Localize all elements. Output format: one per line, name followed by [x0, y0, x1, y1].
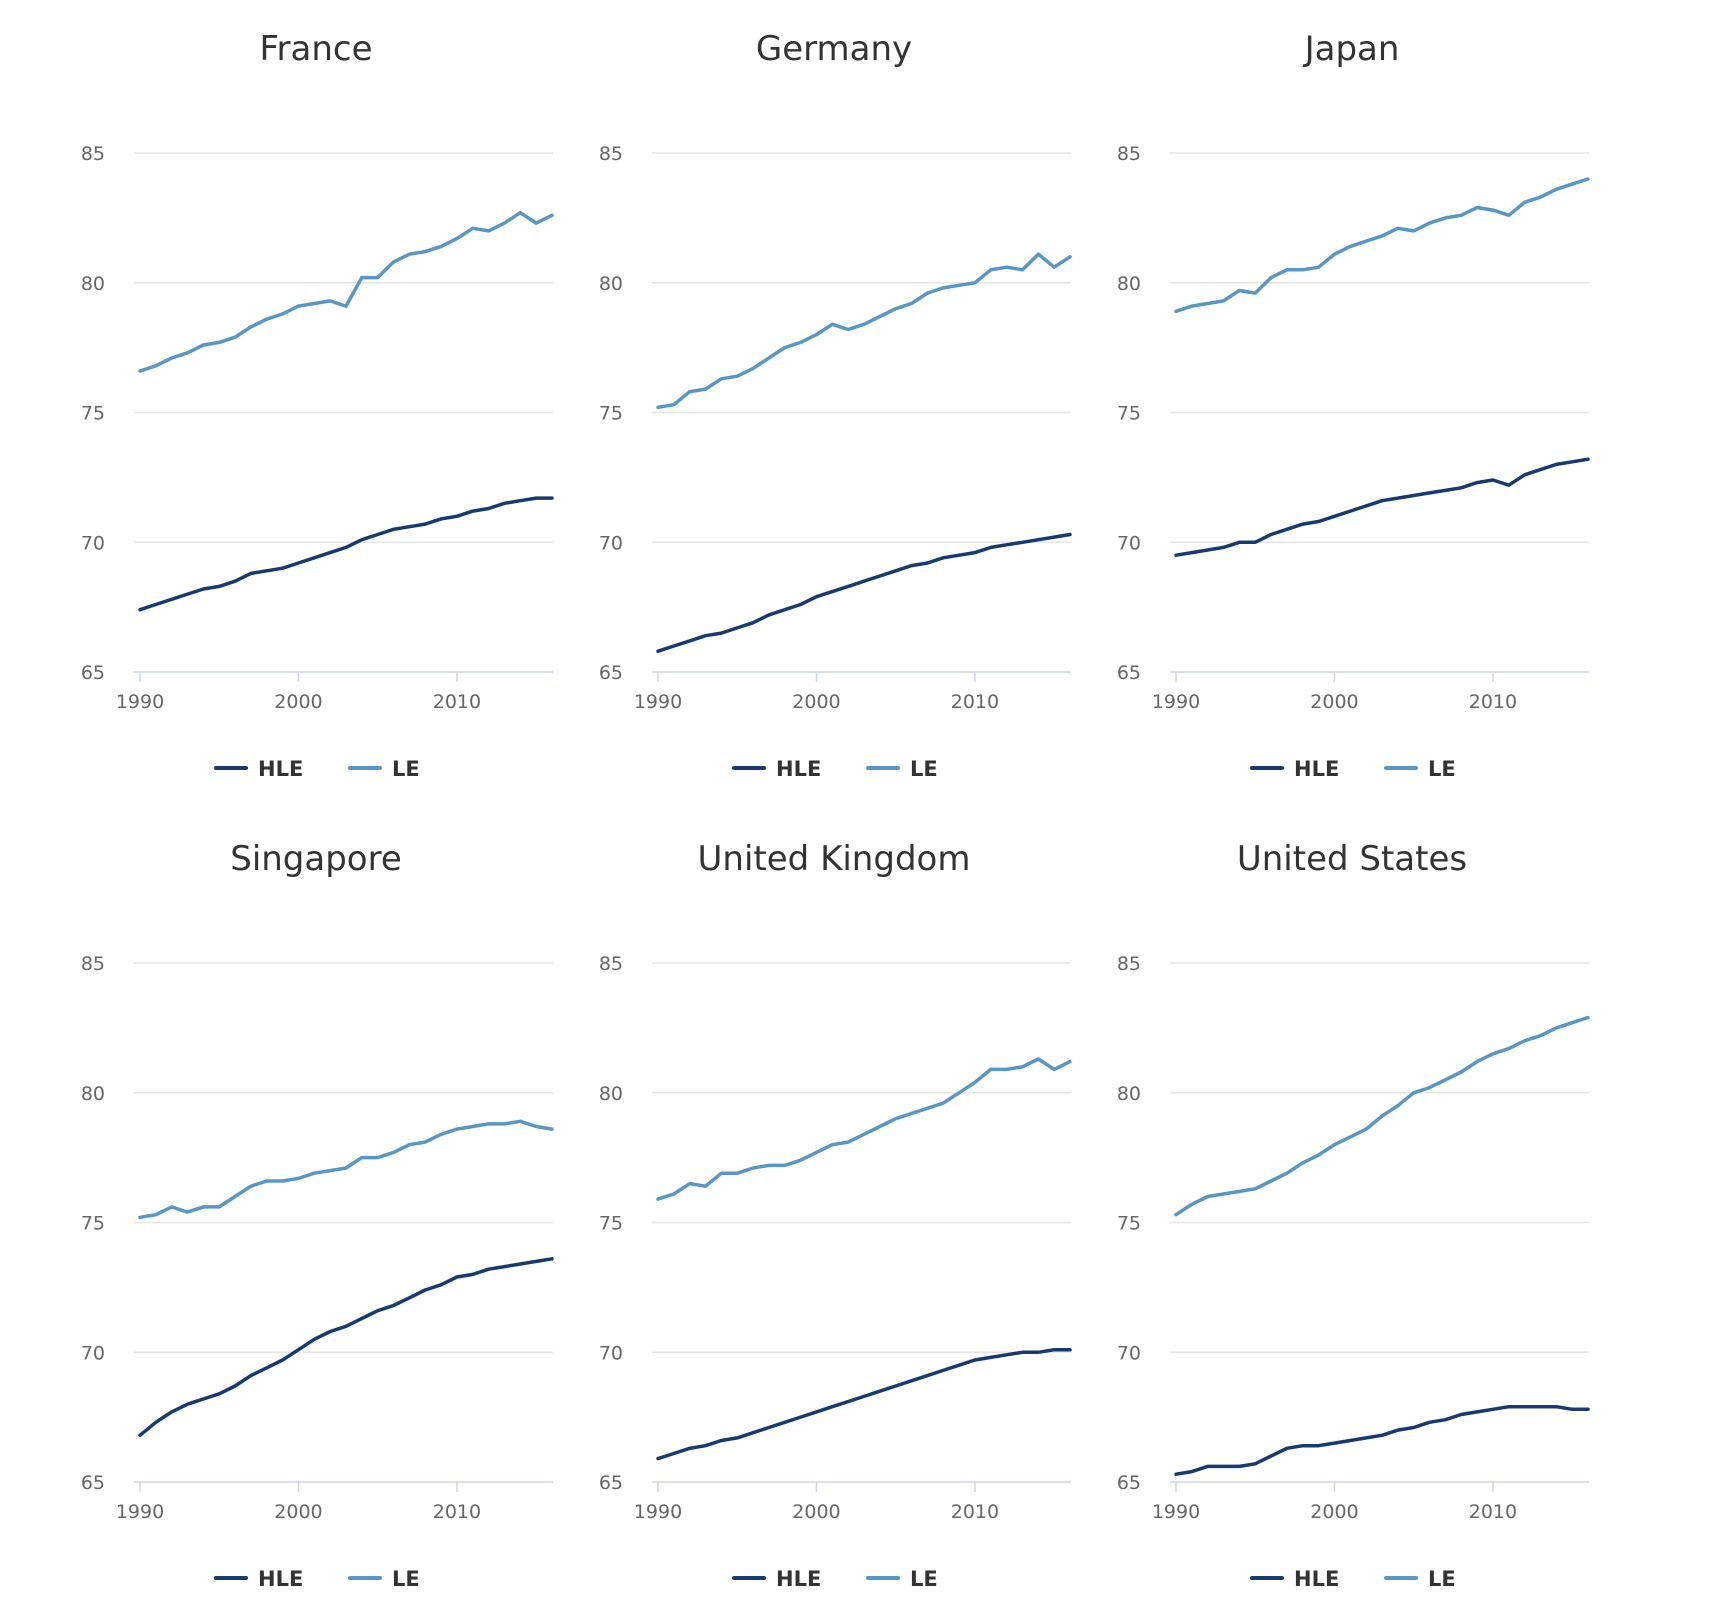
chart-panel-united-states: United States 65 70 75 80 85 1990 2000 2010 HLE LE — [1117, 839, 1590, 1591]
y-tick-label: 80 — [81, 1083, 105, 1105]
chart-panel-singapore: Singapore 65 70 75 80 85 1990 2000 2010 HLE LE — [81, 839, 554, 1591]
y-tick-label: 70 — [1117, 532, 1141, 554]
legend-label: LE — [910, 757, 938, 781]
series-line-le — [1174, 177, 1590, 314]
legend-item-le[interactable]: LE — [348, 1567, 420, 1591]
series-line-hle — [656, 1347, 1072, 1461]
legend-item-hle[interactable]: HLE — [214, 1567, 303, 1591]
chart-title: Germany — [756, 29, 912, 69]
chart-title: France — [259, 29, 372, 69]
legend-label: HLE — [776, 757, 821, 781]
legend-item-le[interactable]: LE — [866, 757, 938, 781]
legend-label: LE — [1428, 757, 1456, 781]
legend-item-hle[interactable]: HLE — [1250, 1567, 1339, 1591]
y-tick-label: 65 — [1117, 662, 1141, 684]
legend-item-le[interactable]: LE — [348, 757, 420, 781]
x-tick-label: 2000 — [274, 691, 322, 713]
chart-title: Singapore — [230, 839, 402, 879]
chart-panel-united-kingdom: United Kingdom 65 70 75 80 85 1990 2000 2010 HLE L… — [599, 839, 1072, 1591]
legend-label: HLE — [1294, 757, 1339, 781]
x-tick-label: 2000 — [792, 691, 840, 713]
legend-label: LE — [392, 757, 420, 781]
chart-panel-germany: Germany 65 70 75 80 85 1990 2000 2010 HLE LE — [599, 29, 1072, 781]
y-tick-label: 85 — [599, 143, 623, 165]
chart-title: Japan — [1303, 29, 1400, 69]
y-tick-label: 80 — [81, 273, 105, 295]
x-tick-label: 2010 — [433, 1501, 481, 1523]
x-tick-label: 2010 — [1469, 691, 1517, 713]
y-tick-label: 80 — [599, 273, 623, 295]
legend-label: HLE — [1294, 1567, 1339, 1591]
chart-title: United States — [1237, 839, 1467, 879]
series-line-le — [138, 1119, 554, 1220]
y-tick-label: 80 — [1117, 1083, 1141, 1105]
series-line-le — [138, 210, 554, 373]
y-tick-label: 85 — [81, 143, 105, 165]
y-tick-label: 80 — [599, 1083, 623, 1105]
legend-label: LE — [910, 1567, 938, 1591]
y-tick-label: 65 — [599, 1472, 623, 1494]
legend-label: LE — [392, 1567, 420, 1591]
x-tick-label: 2010 — [951, 691, 999, 713]
legend-item-le[interactable]: LE — [1384, 1567, 1456, 1591]
chart-title: United Kingdom — [698, 839, 971, 879]
x-tick-label: 2000 — [792, 1501, 840, 1523]
x-tick-label: 1990 — [1152, 1501, 1200, 1523]
y-tick-label: 75 — [1117, 1213, 1141, 1235]
y-tick-label: 85 — [1117, 143, 1141, 165]
legend-label: LE — [1428, 1567, 1456, 1591]
legend-item-le[interactable]: LE — [866, 1567, 938, 1591]
x-tick-label: 2010 — [433, 691, 481, 713]
y-tick-label: 75 — [599, 1213, 623, 1235]
legend-item-hle[interactable]: HLE — [214, 757, 303, 781]
series-line-hle — [1174, 457, 1590, 557]
x-tick-label: 2010 — [951, 1501, 999, 1523]
y-tick-label: 70 — [81, 532, 105, 554]
y-tick-label: 65 — [599, 662, 623, 684]
series-line-le — [656, 252, 1072, 410]
x-tick-label: 1990 — [634, 1501, 682, 1523]
y-tick-label: 65 — [1117, 1472, 1141, 1494]
x-tick-label: 1990 — [116, 1501, 164, 1523]
series-line-hle — [656, 532, 1072, 653]
y-tick-label: 70 — [599, 1342, 623, 1364]
series-line-hle — [138, 1257, 554, 1438]
y-tick-label: 85 — [599, 953, 623, 975]
y-tick-label: 85 — [81, 953, 105, 975]
legend-label: HLE — [258, 757, 303, 781]
y-tick-label: 75 — [81, 403, 105, 425]
y-tick-label: 70 — [1117, 1342, 1141, 1364]
x-tick-label: 2010 — [1469, 1501, 1517, 1523]
legend-item-hle[interactable]: HLE — [1250, 757, 1339, 781]
legend-item-hle[interactable]: HLE — [732, 1567, 821, 1591]
x-tick-label: 1990 — [634, 691, 682, 713]
y-tick-label: 65 — [81, 662, 105, 684]
y-tick-label: 70 — [599, 532, 623, 554]
x-tick-label: 2000 — [1310, 1501, 1358, 1523]
series-line-le — [656, 1057, 1072, 1201]
series-line-hle — [138, 496, 554, 612]
legend-label: HLE — [258, 1567, 303, 1591]
x-tick-label: 1990 — [116, 691, 164, 713]
y-tick-label: 70 — [81, 1342, 105, 1364]
y-tick-label: 75 — [81, 1213, 105, 1235]
legend-label: HLE — [776, 1567, 821, 1591]
x-tick-label: 2000 — [274, 1501, 322, 1523]
y-tick-label: 75 — [599, 403, 623, 425]
series-line-hle — [1174, 1404, 1590, 1476]
y-tick-label: 80 — [1117, 273, 1141, 295]
x-tick-label: 1990 — [1152, 691, 1200, 713]
chart-panel-france: France 65 70 75 80 85 1990 2000 2010 HLE LE — [81, 29, 554, 781]
y-tick-label: 65 — [81, 1472, 105, 1494]
legend-item-le[interactable]: LE — [1384, 757, 1456, 781]
chart-panel-japan: Japan 65 70 75 80 85 1990 2000 2010 HLE LE — [1117, 29, 1590, 781]
x-tick-label: 2000 — [1310, 691, 1358, 713]
series-line-le — [1174, 1015, 1590, 1217]
y-tick-label: 85 — [1117, 953, 1141, 975]
legend-item-hle[interactable]: HLE — [732, 757, 821, 781]
y-tick-label: 75 — [1117, 403, 1141, 425]
